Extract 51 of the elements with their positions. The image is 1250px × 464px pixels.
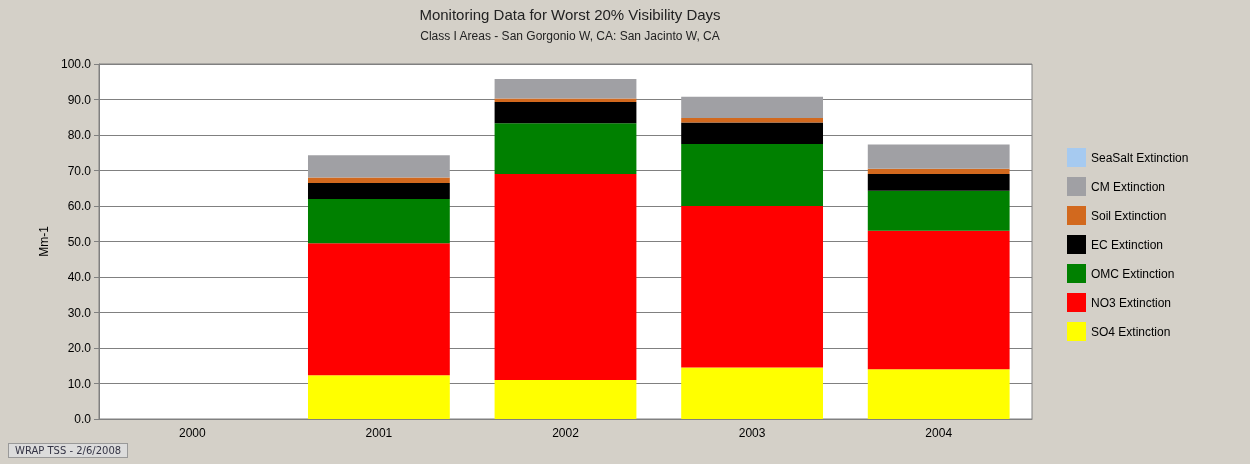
bar [494, 379, 637, 419]
legend-label: CM Extinction [1091, 179, 1166, 194]
bar [681, 117, 824, 123]
y-tick-label: 0.0 [74, 412, 92, 426]
bar [307, 182, 450, 199]
text: WRAP TSS - 2/6/2008 [8, 443, 129, 458]
y-tick-label: 80.0 [67, 128, 92, 142]
bar [494, 123, 637, 175]
bar [681, 206, 824, 368]
bar [681, 96, 824, 118]
bar [307, 155, 450, 178]
bar [494, 98, 637, 102]
y-tick-label: 30.0 [67, 305, 92, 320]
legend-label: NO3 Extinction [1091, 295, 1172, 310]
bar [681, 122, 824, 144]
y-tick-label: 20.0 [67, 341, 92, 355]
x-tick-label: 2001 [365, 426, 393, 440]
bar [307, 177, 450, 183]
bar [307, 198, 450, 244]
legend-label: Soil Extinction [1091, 208, 1167, 223]
bar [681, 367, 824, 419]
legend-label: OMC Extinction [1091, 266, 1175, 281]
bar [867, 230, 1010, 370]
legend-label: SeaSalt Extinction [1091, 150, 1189, 165]
y-tick-label: 100.0 [60, 57, 92, 71]
chart-subtitle: Class I Areas - San Gorgonio W, CA: San Jacinto W, CA [420, 29, 720, 43]
chart-title: Monitoring Data for Worst 20% Visibility Days [419, 6, 721, 23]
bar [867, 174, 1010, 191]
x-tick-label: 2003 [738, 426, 766, 440]
y-tick-label: 50.0 [67, 234, 92, 249]
bar [494, 78, 637, 99]
x-tick-label: 2000 [178, 426, 206, 440]
bar [867, 168, 1010, 175]
y-tick-label: 70.0 [67, 163, 92, 178]
y-tick-label: 60.0 [67, 199, 92, 213]
x-tick-label: 2002 [552, 426, 580, 440]
x-tick-label: 2004 [925, 426, 953, 440]
bar [867, 190, 1010, 231]
bar [867, 144, 1010, 169]
y-tick-label: 40.0 [67, 270, 92, 284]
y-tick-label: 10.0 [67, 376, 92, 391]
bar [494, 101, 637, 124]
bar [867, 369, 1010, 419]
legend-label: EC Extinction [1091, 237, 1164, 252]
bar [307, 375, 450, 419]
y-tick-label: 90.0 [67, 92, 92, 107]
legend-label: SO4 Extinction [1091, 324, 1171, 339]
bar [307, 243, 450, 376]
bar [681, 143, 824, 206]
bar [494, 174, 637, 380]
y-axis-title: Mm-1 [37, 225, 52, 257]
